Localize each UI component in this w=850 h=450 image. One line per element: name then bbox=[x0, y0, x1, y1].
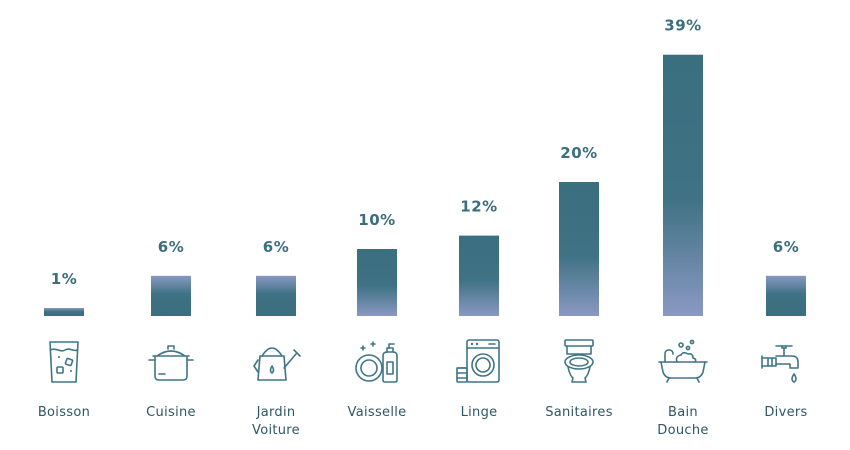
value-label-bain-douche: 39% bbox=[664, 17, 701, 35]
value-labels-layer: 1% 6% 6% 10% 12% 20% 39% 6% bbox=[51, 17, 799, 288]
cooking-pot-icon bbox=[148, 345, 194, 381]
bar-vaisselle bbox=[357, 249, 397, 316]
toilet-icon bbox=[564, 339, 594, 383]
icons-layer bbox=[49, 339, 799, 383]
bar-jardin-voiture bbox=[256, 275, 296, 316]
value-label-vaisselle: 10% bbox=[358, 211, 395, 229]
faucet-icon bbox=[761, 345, 799, 383]
bar-boisson bbox=[44, 308, 84, 316]
bathtub-icon bbox=[658, 339, 708, 383]
category-label-vaisselle: Vaisselle bbox=[348, 405, 407, 420]
bar-linge bbox=[459, 235, 499, 316]
value-label-divers: 6% bbox=[773, 238, 799, 256]
category-label-sanitaires: Sanitaires bbox=[545, 405, 613, 420]
category-label-douche: Douche bbox=[657, 423, 708, 438]
category-label-voiture: Voiture bbox=[252, 423, 300, 438]
category-label-jardin: Jardin bbox=[256, 405, 296, 420]
category-label-linge: Linge bbox=[461, 405, 498, 420]
value-label-boisson: 1% bbox=[51, 270, 77, 288]
bar-sanitaires bbox=[559, 182, 599, 316]
value-label-jardin-voiture: 6% bbox=[263, 238, 289, 256]
category-label-cuisine: Cuisine bbox=[146, 405, 196, 420]
category-label-bain: Bain bbox=[668, 405, 698, 420]
bar-divers bbox=[766, 275, 806, 316]
value-label-cuisine: 6% bbox=[158, 238, 184, 256]
washing-machine-icon bbox=[456, 339, 500, 383]
category-label-divers: Divers bbox=[764, 405, 807, 420]
category-labels-layer: Boisson Cuisine Jardin Voiture Vaisselle Ling… bbox=[38, 405, 807, 438]
category-label-boisson: Boisson bbox=[38, 405, 90, 420]
bar-bain-douche bbox=[663, 54, 703, 316]
bars-layer bbox=[44, 54, 806, 316]
bar-cuisine bbox=[151, 275, 191, 316]
value-label-linge: 12% bbox=[460, 198, 497, 216]
water-glass-icon bbox=[49, 341, 79, 383]
watering-can-icon bbox=[253, 347, 301, 381]
value-label-sanitaires: 20% bbox=[560, 144, 597, 162]
dishes-soap-icon bbox=[355, 341, 398, 383]
